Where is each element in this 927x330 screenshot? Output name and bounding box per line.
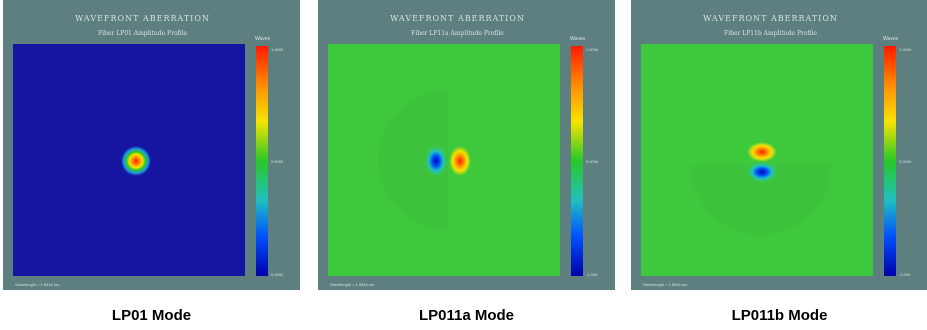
wavelength-label: Wavelength = 1.5516 um bbox=[330, 282, 375, 287]
colorbar-unit: Waves bbox=[883, 36, 899, 42]
fundamental-mode-spot bbox=[121, 146, 151, 176]
plot-title: WAVEFRONT ABERRATION bbox=[390, 14, 525, 23]
positive-lobe bbox=[747, 142, 777, 162]
plot-subtitle: Fiber LP11b Amplitude Profile bbox=[724, 30, 817, 37]
plot-title: WAVEFRONT ABERRATION bbox=[75, 14, 210, 23]
lp11a-plot-panel: WAVEFRONT ABERRATION Fiber LP11a Amplitu… bbox=[318, 0, 615, 290]
phase-boundary bbox=[378, 90, 448, 230]
colorbar bbox=[571, 46, 583, 276]
plot-title: WAVEFRONT ABERRATION bbox=[703, 14, 838, 23]
colorbar-tick-mid: 0.0000 bbox=[586, 159, 599, 164]
amplitude-map bbox=[641, 44, 873, 276]
colorbar-unit: Waves bbox=[570, 36, 586, 42]
lp11b-caption: LP011b Mode bbox=[731, 307, 828, 324]
wavelength-label: Wavelength = 1.5516 um bbox=[643, 282, 688, 287]
colorbar-tick-min: -1.000 bbox=[586, 272, 598, 277]
wavelength-label: Wavelength = 1.5516 um bbox=[15, 282, 60, 287]
colorbar-tick-min: -1.000 bbox=[899, 272, 911, 277]
negative-lobe bbox=[747, 162, 777, 182]
colorbar-tick-max: 1.0000 bbox=[586, 47, 599, 52]
amplitude-map bbox=[328, 44, 560, 276]
colorbar-tick-max: 1.0000 bbox=[899, 47, 912, 52]
colorbar-tick-mid: 0.5000 bbox=[271, 159, 284, 164]
colorbar bbox=[256, 46, 268, 276]
lp11a-caption: LP011a Mode bbox=[418, 307, 515, 324]
colorbar-tick-max: 1.0000 bbox=[271, 47, 284, 52]
plot-subtitle: Fiber LP11a Amplitude Profile bbox=[411, 30, 504, 37]
amplitude-map bbox=[13, 44, 245, 276]
colorbar-tick-mid: 0.0000 bbox=[899, 159, 912, 164]
lp01-caption: LP01 Mode bbox=[111, 307, 192, 324]
phase-boundary bbox=[691, 165, 831, 235]
colorbar-tick-min: 0.0000 bbox=[271, 272, 284, 277]
lp01-plot-panel: WAVEFRONT ABERRATION Fiber LP01 Amplitud… bbox=[3, 0, 300, 290]
negative-lobe bbox=[425, 146, 447, 176]
colorbar-unit: Waves bbox=[255, 36, 271, 42]
plot-subtitle: Fiber LP01 Amplitude Profile bbox=[97, 30, 188, 37]
lp11b-plot-panel: WAVEFRONT ABERRATION Fiber LP11b Amplitu… bbox=[631, 0, 927, 290]
positive-lobe bbox=[449, 146, 471, 176]
colorbar bbox=[884, 46, 896, 276]
